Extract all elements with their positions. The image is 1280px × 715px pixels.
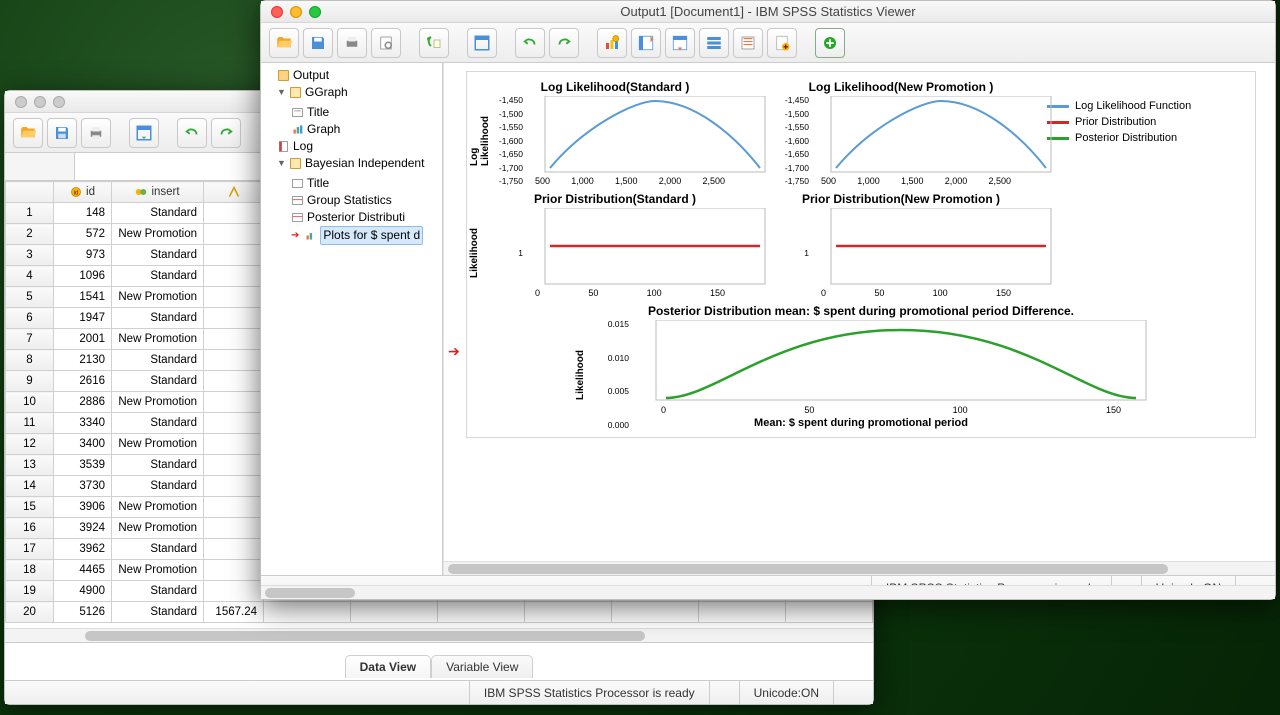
output-pane[interactable]: ➔ Log Likelihood(Standard ) Log Likeliho… (443, 63, 1275, 575)
select-button[interactable] (733, 28, 763, 58)
tree-node-log[interactable]: Log (293, 138, 313, 155)
dialog-recall-button[interactable] (419, 28, 449, 58)
print-button[interactable] (81, 118, 111, 148)
tree-node-group-stats[interactable]: Group Statistics (307, 192, 392, 209)
tree-node-graph[interactable]: Graph (307, 121, 340, 138)
tab-data-view[interactable]: Data View (345, 655, 431, 678)
close-button[interactable] (271, 6, 283, 18)
column-header-id[interactable]: id (86, 186, 95, 198)
undo-button[interactable] (177, 118, 207, 148)
minimize-button[interactable] (290, 6, 302, 18)
tree-node-title[interactable]: Title (307, 104, 329, 121)
zoom-button[interactable] (309, 6, 321, 18)
save-button[interactable] (47, 118, 77, 148)
chart-prior-new: Prior Distribution(New Promotion ) 1 050… (761, 192, 1041, 298)
undo-button[interactable] (515, 28, 545, 58)
window-title: Output1 [Document1] - IBM SPSS Statistic… (261, 4, 1275, 19)
status-bar: IBM SPSS Statistics Processor is ready U… (5, 680, 873, 704)
chart-legend: Log Likelihood Function Prior Distributi… (1047, 80, 1237, 186)
open-button[interactable] (13, 118, 43, 148)
redo-button[interactable] (549, 28, 579, 58)
minimize-button[interactable] (34, 96, 46, 108)
status-unicode: Unicode:ON (739, 681, 833, 704)
chart-posterior: Likelihood 0.0150.0100.0050.000 05010015… (581, 320, 1141, 429)
tree-node-output[interactable]: Output (293, 67, 329, 84)
output-viewer-window: Output1 [Document1] - IBM SPSS Statistic… (260, 0, 1276, 600)
chart-button[interactable] (597, 28, 627, 58)
chart-prior-standard: Prior Distribution(Standard ) Likelihood… (475, 192, 755, 298)
variables-button[interactable] (699, 28, 729, 58)
save-button[interactable] (303, 28, 333, 58)
tree-node-bayes-title[interactable]: Title (307, 175, 329, 192)
tree-node-bayesian[interactable]: Bayesian Independent (305, 155, 424, 172)
chart-log-standard: Log Likelihood(Standard ) Log Likelihood… (475, 80, 755, 186)
chart-log-new: Log Likelihood(New Promotion ) -1,450-1,… (761, 80, 1041, 186)
tree-node-plots[interactable]: Plots for $ spent d (320, 226, 423, 245)
outline-tree[interactable]: Output ▼GGraph Title Graph Log ▼Bayesian… (261, 63, 443, 575)
current-item-marker: ➔ (448, 343, 460, 360)
view-tabs: Data View Variable View (5, 642, 873, 680)
cell-reference[interactable] (5, 153, 75, 180)
goto-button[interactable] (129, 118, 159, 148)
close-button[interactable] (15, 96, 27, 108)
tree-node-posterior[interactable]: Posterior Distributi (307, 209, 405, 226)
svg-text:id: id (74, 190, 79, 196)
goto-data-button[interactable] (467, 28, 497, 58)
redo-button[interactable] (211, 118, 241, 148)
add-button[interactable] (815, 28, 845, 58)
goto-variable-button[interactable] (665, 28, 695, 58)
open-button[interactable] (269, 28, 299, 58)
output-scrollbar[interactable] (444, 561, 1275, 575)
goto-case-button[interactable] (631, 28, 661, 58)
tab-variable-view[interactable]: Variable View (431, 655, 533, 678)
column-header-insert[interactable]: insert (151, 186, 179, 198)
preview-button[interactable] (371, 28, 401, 58)
status-processor: IBM SPSS Statistics Processor is ready (469, 681, 709, 704)
insert-button[interactable] (767, 28, 797, 58)
tree-node-ggraph[interactable]: GGraph (305, 84, 348, 101)
print-button[interactable] (337, 28, 367, 58)
toolbar (261, 23, 1275, 63)
horizontal-scrollbar[interactable] (5, 628, 873, 642)
chart-output[interactable]: Log Likelihood(Standard ) Log Likelihood… (466, 71, 1256, 438)
titlebar: Output1 [Document1] - IBM SPSS Statistic… (261, 1, 1275, 23)
chart-posterior-title: Posterior Distribution mean: $ spent dur… (475, 304, 1247, 318)
zoom-button[interactable] (53, 96, 65, 108)
table-row[interactable]: 205126Standard1567.24 (6, 602, 873, 623)
